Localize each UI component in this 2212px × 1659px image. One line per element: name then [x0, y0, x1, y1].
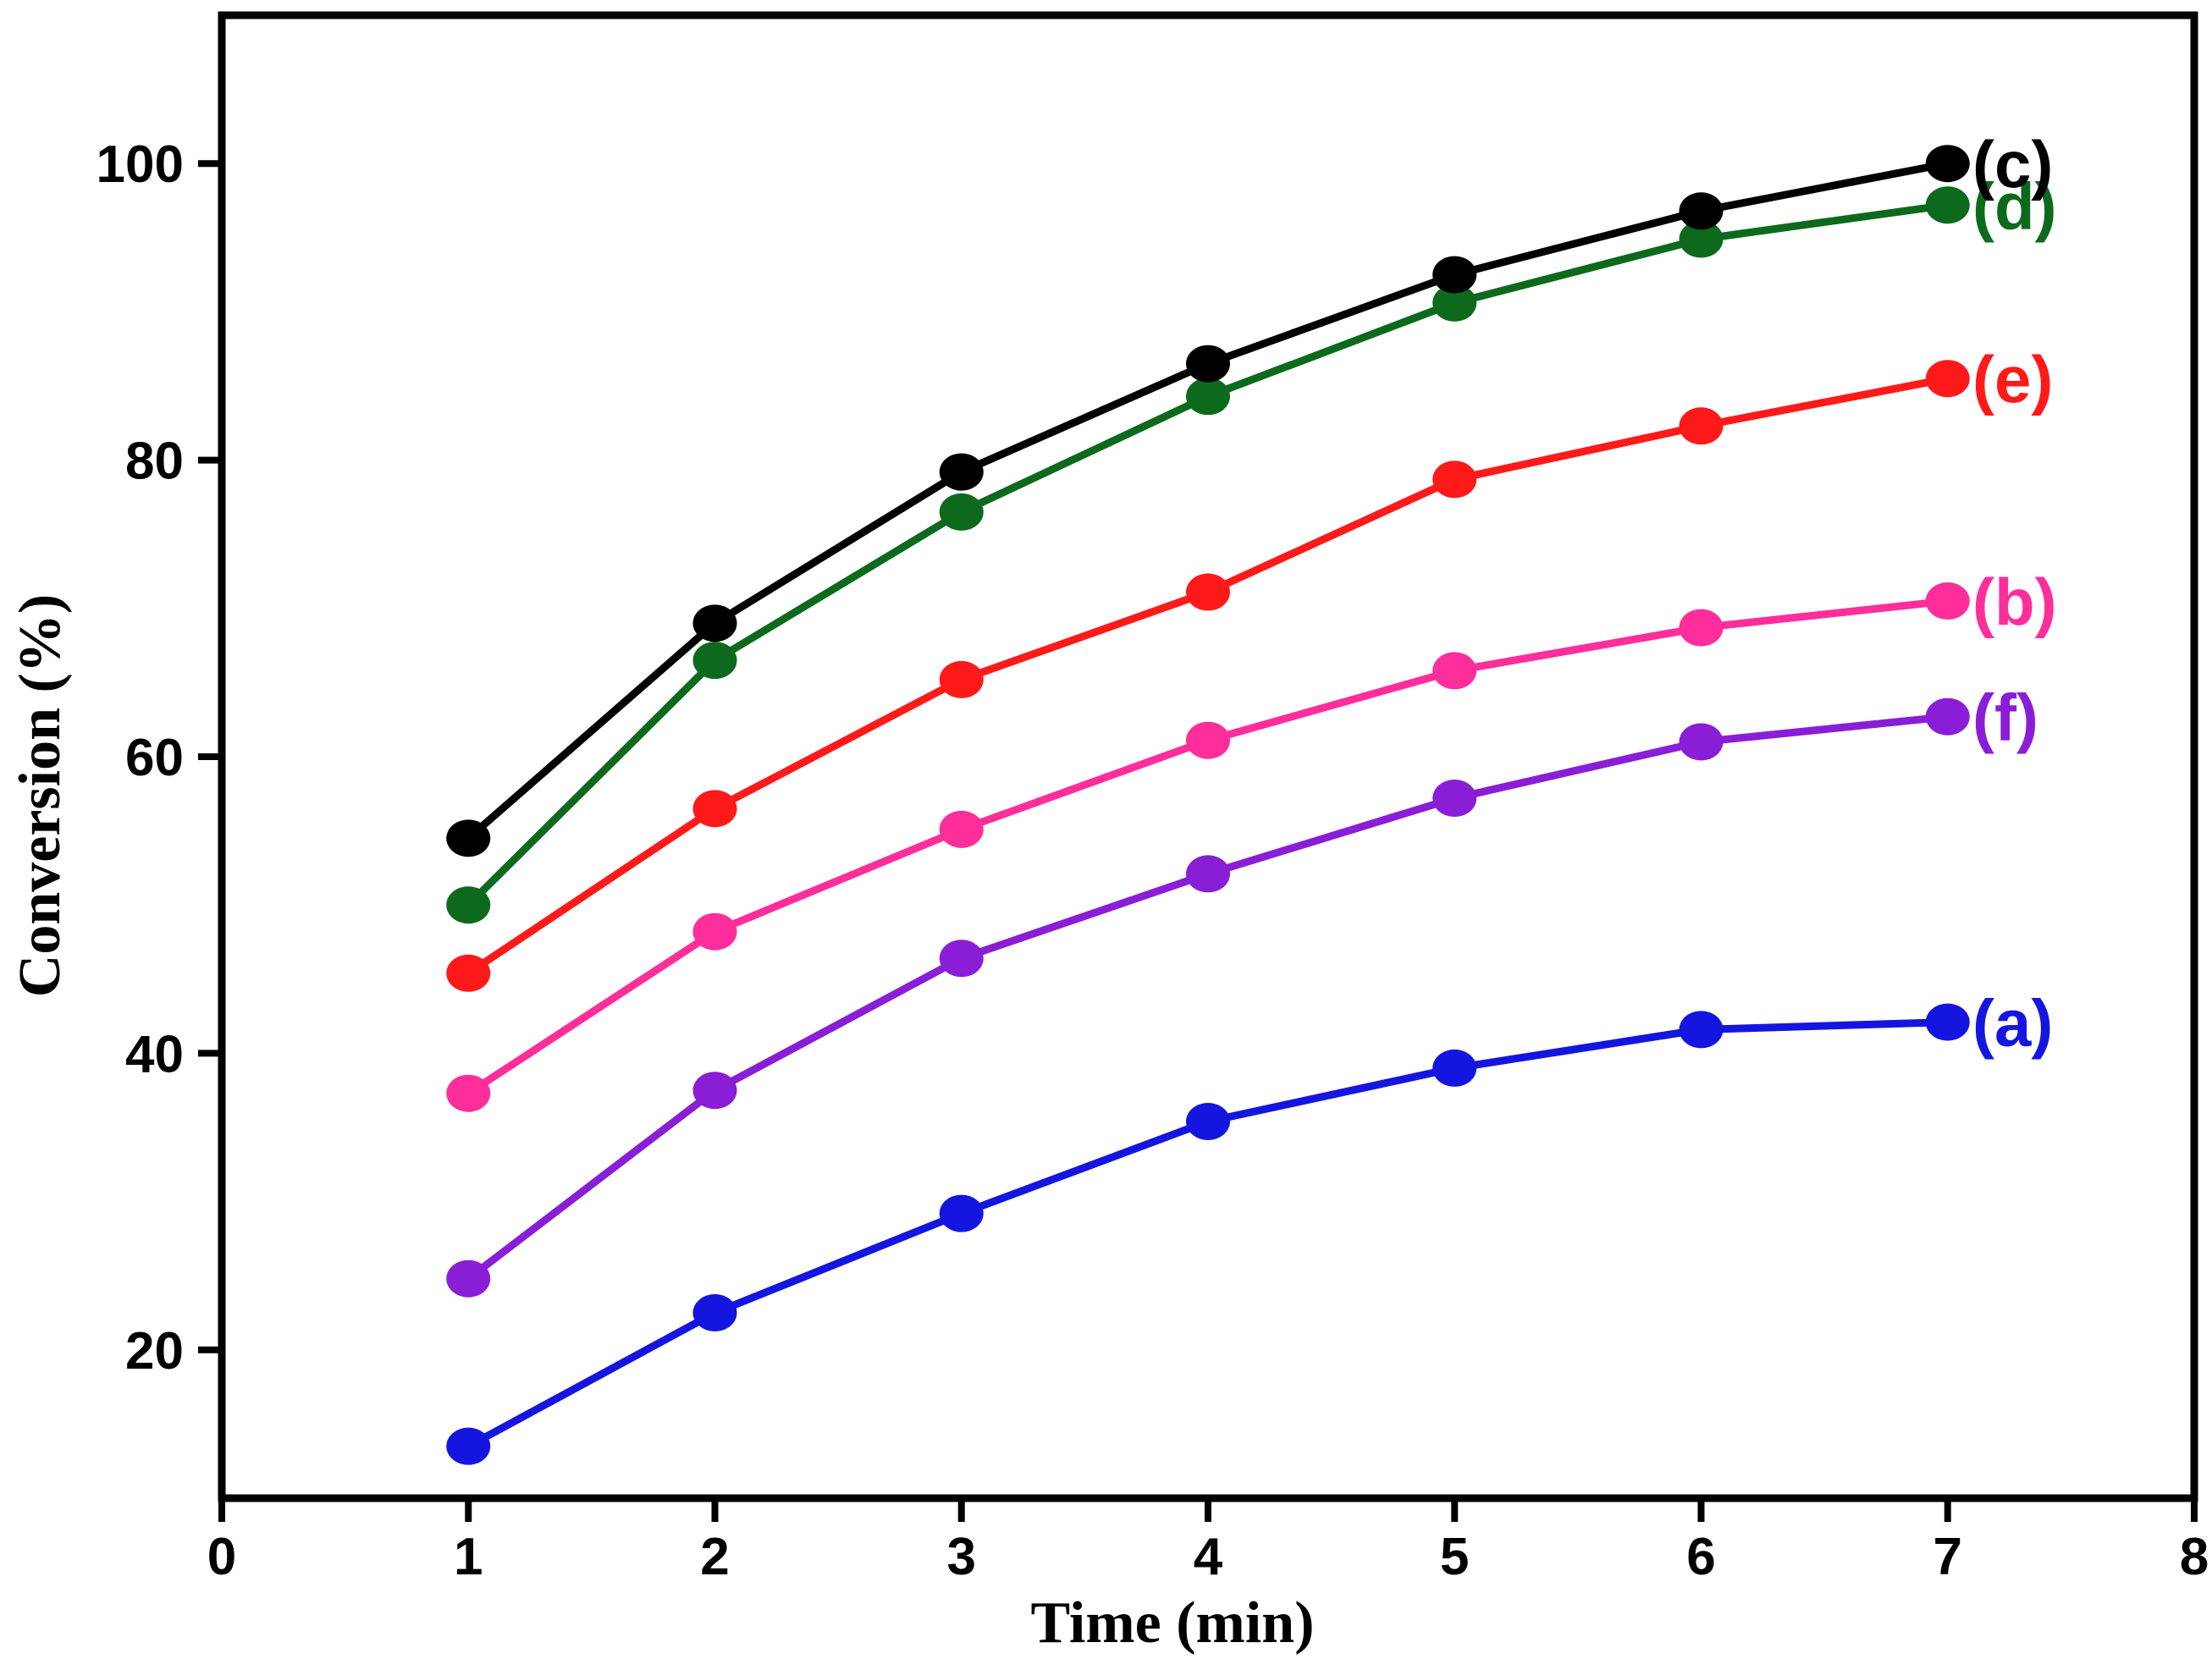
series-line-f	[466, 713, 1949, 1282]
series-labels: (a) (f) (b) (e) (d)(c)	[1972, 127, 2057, 1060]
data-point-b	[1679, 609, 1724, 647]
data-point-d	[939, 493, 984, 531]
x-tick-label: 5	[1440, 1528, 1469, 1586]
x-tick-label: 4	[1194, 1528, 1223, 1586]
plot-area-frame	[218, 11, 2198, 1502]
series-line-b	[466, 597, 1949, 1097]
series-b	[446, 582, 1970, 1112]
series-line-a	[466, 1018, 1948, 1450]
data-point-e	[692, 790, 737, 828]
x-tick-label: 2	[700, 1528, 729, 1586]
y-tick-label: 100	[97, 135, 184, 194]
series-f	[446, 697, 1970, 1298]
data-point-c	[1186, 344, 1230, 383]
data-point-a	[1679, 1011, 1724, 1049]
data-point-f	[939, 940, 984, 978]
series-e	[446, 360, 1970, 992]
data-point-e	[1679, 407, 1724, 445]
data-point-a	[939, 1194, 984, 1232]
data-point-e	[1432, 460, 1477, 499]
y-tick-label: 20	[125, 1322, 184, 1381]
x-tick-label: 6	[1686, 1528, 1715, 1586]
data-point-b	[446, 1074, 491, 1112]
data-point-e	[1925, 360, 1970, 398]
data-point-b	[1432, 652, 1477, 690]
y-axis-title: Conversion (%)	[8, 594, 73, 997]
data-point-d	[446, 886, 491, 924]
series-label-b: (b)	[1972, 565, 2057, 639]
series-label-c: (c)	[1972, 127, 2053, 201]
data-point-a	[1925, 1003, 1970, 1041]
data-point-e	[1186, 573, 1230, 611]
series-c	[446, 145, 1970, 857]
series-line-d	[466, 201, 1949, 908]
series-label-f: (f)	[1972, 681, 2038, 755]
x-axis-title: Time (min)	[1030, 1590, 1314, 1656]
y-tick-label: 60	[125, 729, 184, 787]
data-point-e	[446, 954, 491, 992]
data-point-b	[692, 912, 737, 951]
series-label-e: (e)	[1972, 342, 2053, 416]
series-d	[446, 186, 1970, 924]
data-point-a	[692, 1294, 737, 1331]
data-point-d	[692, 642, 737, 680]
data-point-b	[1186, 721, 1230, 759]
data-point-e	[939, 660, 984, 698]
x-tick-label: 3	[947, 1528, 976, 1586]
series-group	[446, 145, 1970, 1465]
data-point-d	[1925, 186, 1970, 224]
data-point-a	[446, 1427, 491, 1465]
data-point-c	[939, 453, 984, 491]
data-point-d	[1432, 284, 1477, 322]
x-tick-label: 1	[454, 1528, 483, 1586]
series-label-d: (d)	[1972, 168, 2057, 243]
data-point-c	[692, 604, 737, 642]
series-a	[446, 1003, 1970, 1465]
data-point-a	[1186, 1102, 1230, 1140]
data-point-b	[939, 810, 984, 848]
data-point-f	[1432, 780, 1477, 818]
data-point-d	[1679, 220, 1724, 258]
data-point-d	[1186, 378, 1230, 416]
data-point-c	[1432, 256, 1477, 294]
data-point-f	[446, 1259, 491, 1298]
y-tick-label: 40	[125, 1025, 184, 1083]
data-point-f	[692, 1072, 737, 1110]
x-tick-label: 8	[2180, 1528, 2209, 1586]
data-point-f	[1186, 855, 1230, 893]
x-tick-label: 7	[1933, 1528, 1962, 1586]
series-label-a: (a)	[1972, 986, 2053, 1061]
y-tick-label: 80	[125, 433, 184, 491]
data-point-f	[1679, 723, 1724, 761]
axis-ticks: 0 1 2 3 4 5 6 7 8 20 40 60 80 100	[97, 135, 2209, 1586]
data-point-c	[1679, 192, 1724, 230]
data-point-f	[1925, 697, 1970, 736]
data-point-a	[1432, 1049, 1477, 1087]
data-point-b	[1925, 582, 1970, 620]
data-point-c	[446, 819, 491, 857]
x-tick-label: 0	[207, 1528, 236, 1586]
data-point-c	[1925, 145, 1970, 183]
